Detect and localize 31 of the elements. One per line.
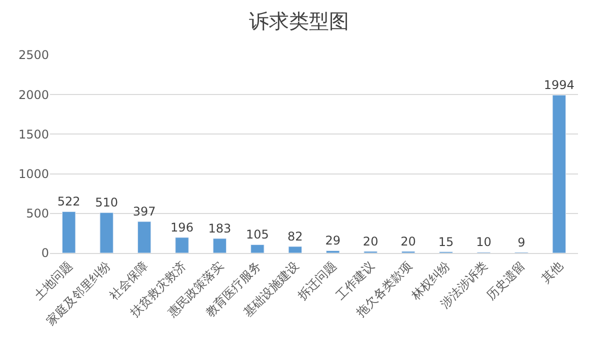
data-label: 9	[518, 235, 526, 250]
data-label: 15	[438, 234, 454, 249]
bar	[175, 237, 189, 253]
data-label: 29	[325, 234, 340, 248]
y-tick-label: 2500	[18, 48, 49, 62]
data-label: 196	[170, 220, 194, 234]
bar	[552, 94, 566, 253]
data-label: 522	[57, 194, 80, 209]
bar	[250, 244, 264, 253]
data-label: 20	[362, 234, 378, 248]
data-label: 10	[476, 235, 492, 250]
y-tick-label: 0	[41, 246, 49, 260]
y-tick-label: 500	[26, 206, 49, 221]
y-tick-label: 1000	[18, 167, 49, 181]
data-label: 82	[288, 230, 303, 244]
x-tick-label: 其他	[538, 258, 566, 286]
data-label: 397	[132, 204, 156, 219]
bar	[288, 246, 302, 253]
bar	[62, 211, 76, 253]
bar	[212, 238, 227, 253]
chart-title: 诉求类型图	[249, 9, 349, 34]
data-label: 20	[400, 234, 416, 248]
data-label: 1994	[544, 78, 574, 92]
bar	[326, 250, 340, 253]
y-tick-label: 1500	[18, 127, 49, 142]
data-label: 105	[246, 228, 269, 242]
y-tick-label: 2000	[18, 88, 49, 102]
data-label: 183	[208, 222, 232, 236]
bar	[137, 221, 152, 253]
bar	[100, 212, 114, 253]
data-label: 510	[95, 196, 118, 210]
